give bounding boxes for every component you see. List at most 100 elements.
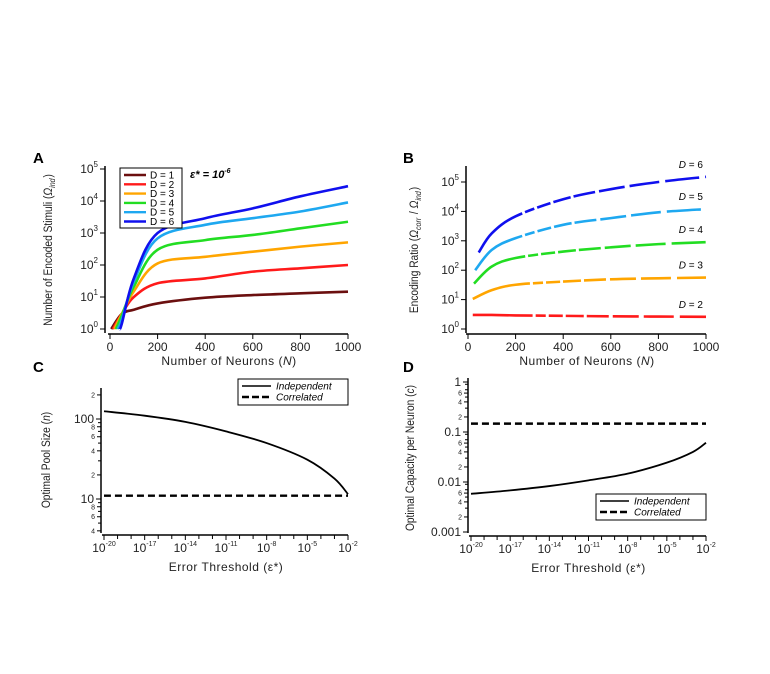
legend-label: Correlated <box>276 393 323 404</box>
y-tick-label: 101 <box>441 291 459 307</box>
panel-d: D 10-20 10-17 10-14 10-11 10-8 10-5 10-2 0.001 0.… <box>403 359 716 575</box>
y-tick-label: 102 <box>80 256 98 272</box>
panel-a: A 0 200 400 600 800 1000 100 101 102 103 104 105 Numb… <box>33 150 362 368</box>
x-tick-label: 800 <box>290 340 310 354</box>
x-tick-label: 1000 <box>693 340 720 354</box>
y-tick-label: 0.1 <box>444 425 461 439</box>
y-tick-label: 100 <box>74 412 94 426</box>
legend-label: D = 6 <box>150 217 175 228</box>
y-axis-title: Encoding Ratio (Ωcorr / Ωind ) <box>408 187 423 314</box>
x-tick-label: 10-11 <box>215 541 238 555</box>
legend-box <box>237 378 349 406</box>
y-axis-title: Optimal Pool Size (n) <box>40 412 53 509</box>
x-tick-label: 200 <box>148 340 168 354</box>
x-tick-label: 800 <box>648 340 668 354</box>
y-minor-tick-label: 6 <box>458 391 462 398</box>
series-line-d-3 <box>472 276 707 301</box>
legend-box <box>119 167 183 229</box>
legend-label: D = 1 <box>150 171 175 182</box>
legend-label: D = 2 <box>150 180 175 191</box>
x-axis-title: Number of Neurons (N) <box>161 354 296 368</box>
x-tick-label: 10-20 <box>92 541 116 555</box>
x-tick-label: 10-5 <box>298 541 318 555</box>
series-line-d-1 <box>110 290 349 330</box>
legend-label: Correlated <box>634 508 681 519</box>
legend-label: Independent <box>276 382 333 393</box>
y-tick-label: 105 <box>80 160 98 176</box>
x-tick-label: 10-5 <box>657 542 677 556</box>
y-axis-title: Number of Encoded Stimuli (Ωind ) <box>42 174 57 326</box>
x-tick-label: 10-20 <box>459 542 483 556</box>
x-tick-label: 10-14 <box>174 541 198 555</box>
x-tick-label: 600 <box>601 340 621 354</box>
y-minor-tick-label: 2 <box>458 414 462 421</box>
y-tick-label: 0.01 <box>438 475 462 489</box>
series-label: D = 3 <box>679 261 704 272</box>
y-tick-label: 104 <box>80 192 98 208</box>
legend-label: D = 5 <box>150 208 175 219</box>
y-minor-tick-label: 6 <box>458 441 462 448</box>
series-line-d-5 <box>474 207 707 272</box>
series-line-d-4 <box>473 240 707 285</box>
y-minor-tick-label: 6 <box>91 434 95 441</box>
y-minor-tick-label: 4 <box>458 449 462 456</box>
legend-box <box>595 493 707 521</box>
y-tick-label: 0.001 <box>431 525 461 539</box>
panel-b: B 0 200 400 600 800 1000 100 101 102 103 104 105 Numb… <box>403 150 720 368</box>
y-tick-label: 103 <box>80 224 98 240</box>
y-minor-tick-label: 6 <box>458 491 462 498</box>
series-line-independent <box>103 410 349 495</box>
panel-letter: D <box>403 359 414 376</box>
x-tick-label: 10-17 <box>498 542 522 556</box>
legend-label: Independent <box>634 497 691 508</box>
x-tick-label: 600 <box>243 340 263 354</box>
y-minor-tick-label: 2 <box>458 514 462 521</box>
x-tick-label: 10-8 <box>257 541 277 555</box>
series-label: D = 6 <box>679 160 704 171</box>
panel-c: C 10-20 10-17 10-14 10-11 10-8 10-5 10-2 10 100 4 6… <box>33 359 358 574</box>
x-axis-title: Number of Neurons (N) <box>519 354 654 368</box>
series-line-d-2 <box>472 313 707 319</box>
x-tick-label: 10-14 <box>538 542 562 556</box>
y-minor-tick-label: 8 <box>91 504 95 511</box>
y-minor-tick-label: 6 <box>91 514 95 521</box>
y-tick-label: 10 <box>81 492 95 506</box>
x-tick-label: 400 <box>553 340 573 354</box>
y-minor-tick-label: 4 <box>91 528 95 535</box>
x-axis-title: Error Threshold (ε*) <box>169 560 284 574</box>
y-minor-tick-label: 2 <box>91 392 95 399</box>
y-tick-label: 1 <box>454 375 461 389</box>
panel-letter: C <box>33 359 44 376</box>
y-tick-label: 105 <box>441 173 459 189</box>
y-tick-label: 101 <box>80 288 98 304</box>
x-axis-title: Error Threshold (ε*) <box>531 561 646 575</box>
legend-label: D = 3 <box>150 189 175 200</box>
x-tick-label: 10-11 <box>577 542 600 556</box>
series-label: D = 2 <box>679 300 704 311</box>
y-tick-label: 104 <box>441 202 459 218</box>
y-minor-tick-label: 2 <box>91 472 95 479</box>
panel-letter: B <box>403 150 414 167</box>
legend-label: D = 4 <box>150 198 175 209</box>
x-tick-label: 10-2 <box>696 542 716 556</box>
x-tick-label: 400 <box>195 340 215 354</box>
series-label: D = 5 <box>679 192 704 203</box>
x-tick-label: 0 <box>465 340 472 354</box>
y-minor-tick-label: 2 <box>458 464 462 471</box>
x-tick-label: 0 <box>107 340 114 354</box>
y-minor-tick-label: 4 <box>91 448 95 455</box>
y-tick-label: 102 <box>441 261 459 277</box>
x-tick-label: 1000 <box>335 340 362 354</box>
y-axis-title: Optimal Capacity per Neuron (c) <box>404 385 417 531</box>
series-label: D = 4 <box>679 225 704 236</box>
x-tick-label: 10-2 <box>338 541 358 555</box>
y-tick-label: 103 <box>441 232 459 248</box>
series-line-independent <box>470 441 707 495</box>
y-minor-tick-label: 8 <box>91 424 95 431</box>
x-tick-label: 10-17 <box>133 541 157 555</box>
epsilon-annotation: ε* = 10-6 <box>190 168 231 181</box>
y-tick-label: 100 <box>80 320 98 336</box>
series-line-d-6 <box>477 175 707 254</box>
panel-letter: A <box>33 150 44 167</box>
